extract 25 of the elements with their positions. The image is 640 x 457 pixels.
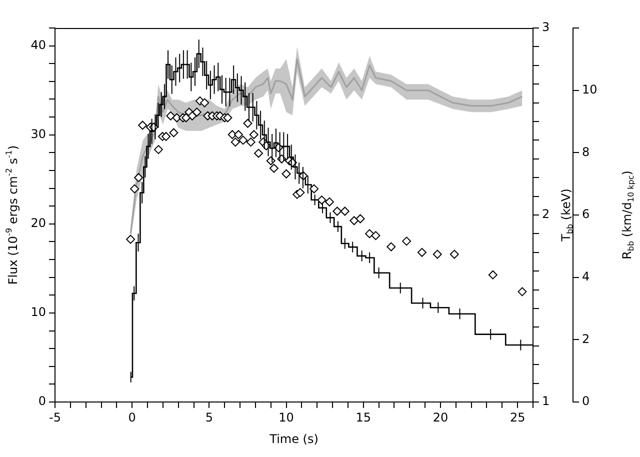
y-tick-label: 0	[38, 394, 46, 408]
y-tick-label: 40	[30, 38, 46, 52]
x-tick-label: 0	[128, 410, 136, 424]
x-tick-label: 15	[356, 410, 372, 424]
y-axis-title: Flux (10-9 ergs cm-2 s-1)	[4, 145, 20, 285]
y-tick-label: 30	[30, 126, 46, 141]
y3-tick-label: 8	[582, 144, 590, 159]
x-tick-label: 20	[432, 410, 448, 424]
x-axis-title: Time (s)	[268, 432, 318, 446]
x-tick-label: 25	[510, 410, 526, 424]
y2-tick-label: 3	[542, 20, 550, 34]
y3-tick-label: 6	[582, 207, 590, 222]
y-tick-label: 10	[30, 305, 46, 320]
y2-tick-label: 2	[542, 207, 550, 222]
y3-tick-label: 10	[582, 82, 598, 96]
y3-tick-label: 2	[582, 332, 590, 346]
x-tick-label: 10	[278, 410, 294, 424]
y-tick-label: 20	[30, 216, 46, 230]
y3-axis-title: Rbb (km/d10 kpc)	[620, 170, 636, 260]
y2-axis-title: Tbb (keV)	[559, 188, 575, 242]
x-tick-label: 5	[205, 410, 214, 424]
x-tick-label: -5	[49, 410, 61, 424]
y3-tick-label: 0	[582, 394, 590, 408]
y3-tick-label: 4	[582, 269, 590, 284]
y2-tick-label: 1	[542, 394, 550, 408]
